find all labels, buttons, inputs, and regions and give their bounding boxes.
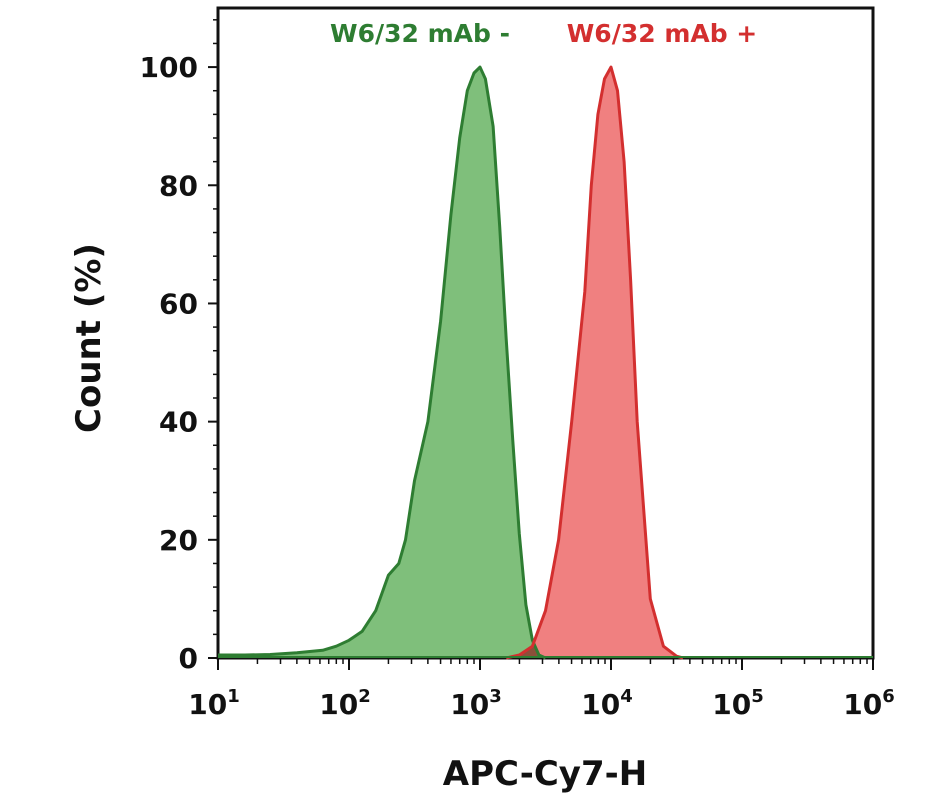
x-tick-label: 103	[450, 686, 502, 721]
x-tick-label: 104	[581, 686, 633, 721]
x-tick-label: 106	[843, 686, 895, 721]
y-tick-label: 100	[140, 51, 198, 84]
series-layer	[218, 65, 873, 660]
x-tick-label: 105	[712, 686, 764, 721]
legend-label-negative: W6/32 mAb -	[330, 19, 510, 48]
x-tick-label: 101	[188, 686, 240, 721]
plot-area	[216, 6, 875, 660]
x-axis-title: APC-Cy7-H	[443, 754, 647, 794]
y-tick-label: 60	[159, 287, 198, 320]
legend-label-positive: W6/32 mAb +	[567, 19, 758, 48]
y-tick-label: 80	[159, 169, 198, 202]
series-line-1	[505, 65, 684, 660]
series-area-1	[506, 67, 683, 659]
series-line-0	[218, 65, 547, 660]
x-tick-label: 102	[319, 686, 371, 721]
y-axis-title: Count (%)	[69, 243, 109, 433]
y-tick-label: 40	[159, 406, 198, 439]
axis-layer: 101 102 103 104 105 106 0 20 40 60 80 100	[140, 19, 895, 721]
y-tick-label: 0	[179, 642, 198, 675]
y-tick-label: 20	[159, 524, 198, 557]
series-area-0	[218, 67, 546, 659]
